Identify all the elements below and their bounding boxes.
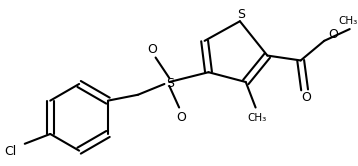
Text: S: S (237, 8, 245, 21)
Text: O: O (302, 91, 311, 104)
Text: O: O (176, 111, 186, 124)
Text: Cl: Cl (5, 145, 17, 158)
Text: S: S (166, 78, 174, 90)
Text: O: O (328, 28, 338, 42)
Text: O: O (148, 43, 158, 56)
Text: CH₃: CH₃ (247, 113, 266, 123)
Text: CH₃: CH₃ (338, 16, 357, 26)
